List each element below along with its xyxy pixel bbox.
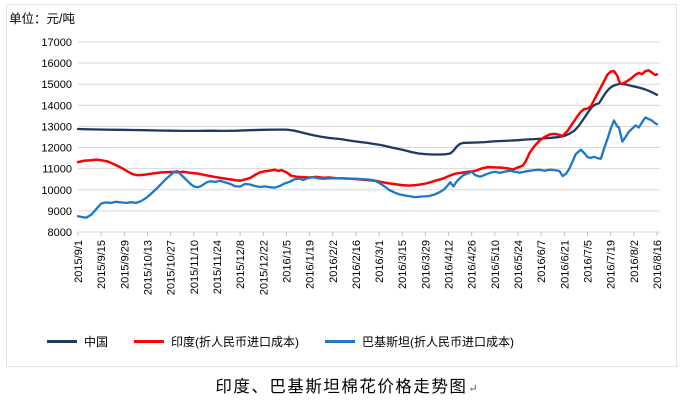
series-line-1 [76,69,659,187]
x-axis-tick-label: 2016/8/2 [629,240,641,283]
x-axis-tick-label: 2016/5/10 [490,240,502,289]
x-axis-tick-label: 2016/4/12 [444,240,456,289]
y-axis-tick-label: 8000 [48,227,72,239]
x-axis-tick-label: 2015/11/24 [212,240,224,294]
y-axis-tick-label: 15000 [41,79,72,91]
y-axis-tick-label: 12000 [41,143,72,155]
legend-label-pakistan: 巴基斯坦(折人民币进口成本) [362,335,515,349]
x-axis-tick-label: 2015/9/15 [96,240,108,289]
paragraph-return-mark: ↵ [468,382,478,395]
chart-area-border [6,4,677,367]
y-axis-tick-label: 17000 [41,37,72,49]
legend-item-pakistan: 巴基斯坦(折人民币进口成本) [325,333,514,350]
y-axis-tick-label: 13000 [41,121,72,133]
y-axis-tick-label: 10000 [41,185,72,197]
series-line-0 [76,82,659,156]
legend-label-india: 印度(折人民币进口成本) [171,335,300,349]
pakistan-line-swatch-icon [325,340,356,343]
x-axis-tick-label: 2016/3/1 [374,240,386,283]
x-axis-tick-label: 2016/2/2 [328,240,340,283]
x-axis-tick-label: 2016/3/29 [420,240,432,289]
y-axis-tick-label: 11000 [42,164,72,176]
y-axis-tick-label: 9000 [48,206,72,218]
legend-item-india: 印度(折人民币进口成本) [134,333,299,350]
x-axis-tick-label: 2016/4/26 [467,240,479,289]
x-axis-tick-label: 2016/7/19 [606,240,618,289]
x-axis-tick-label: 2015/10/13 [142,240,154,295]
x-axis-tick-label: 2016/8/16 [652,240,664,289]
axis-unit-label: 单位：元/吨 [9,12,75,26]
x-axis-tick-label: 2015/12/22 [258,240,270,295]
china-line-swatch-icon [47,340,77,343]
chart-caption: 印度、巴基斯坦棉花价格走势图 [215,377,468,396]
x-axis-tick-label: 2016/2/16 [351,240,363,289]
price-trend-line-chart: 17000 16000 15000 14000 13000 12000 11000 10000… [41,37,664,295]
x-axis-tick-label: 2015/12/8 [235,240,247,289]
india-line-swatch-icon [134,340,165,343]
chart-legend: 中国 印度(折人民币进口成本) 巴基斯坦(折人民币进口成本) [47,333,514,350]
x-axis-tick-label: 2015/9/29 [119,240,131,289]
x-axis-tick-label: 2016/6/21 [559,240,571,289]
series-line-2 [76,116,659,219]
legend-label-china: 中国 [84,335,109,349]
x-axis-tick-label: 2016/1/5 [281,240,293,283]
x-axis-tick-label: 2016/6/7 [536,240,548,283]
y-axis-tick-label: 16000 [41,58,72,70]
x-axis-tick-label: 2016/1/19 [305,240,317,289]
x-axis-tick-label: 2015/9/1 [73,240,85,283]
x-axis-tick-label: 2016/7/5 [583,240,595,283]
y-axis-tick-label: 14000 [41,100,72,112]
x-axis-tick-label: 2015/11/10 [189,240,201,294]
legend-item-china: 中国 [47,333,108,350]
chart-caption-row: 印度、巴基斯坦棉花价格走势图↵ [0,373,693,397]
x-axis-tick-label: 2016/3/15 [397,240,409,289]
x-axis-tick-label: 2016/5/24 [513,240,525,289]
x-axis-tick-label: 2015/10/27 [166,240,178,295]
